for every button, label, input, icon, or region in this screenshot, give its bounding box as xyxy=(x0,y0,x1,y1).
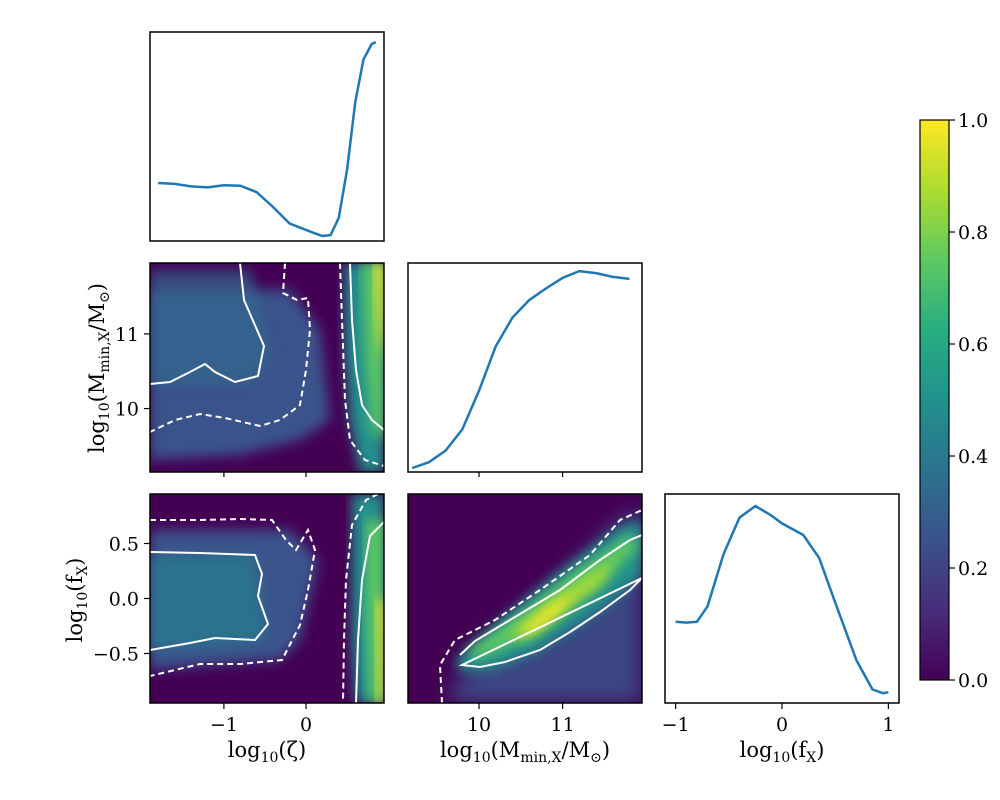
x-tick-label-fx: 1 xyxy=(882,714,894,736)
x-tick-label-fx: 0 xyxy=(776,714,788,736)
marginal-panel-fx xyxy=(664,493,900,704)
panel-frame xyxy=(149,262,385,473)
marginal-panel-mmin xyxy=(407,262,643,473)
ylabel-fx: log10(fX) xyxy=(63,558,91,643)
axis-ticks: −1 0 10 11 −1 0 1 10 11 −0.5 0.0 0.5 xyxy=(93,324,895,736)
y-tick-label-mmin: 10 xyxy=(115,399,139,421)
colorbar-ticks: 0.0 0.2 0.4 0.6 0.8 1.0 xyxy=(949,110,988,692)
xlabel-mmin: log10(Mmin,X/M⊙) xyxy=(440,738,610,766)
y-tick-label-fx: 0.5 xyxy=(109,534,139,556)
x-tick-label-zeta: −1 xyxy=(210,714,238,736)
colorbar-tick-label: 1.0 xyxy=(958,110,988,132)
x-tick-label-mmin: 10 xyxy=(467,714,491,736)
joint-panel-zeta-fx xyxy=(149,493,385,704)
panel-frame xyxy=(149,31,385,242)
colorbar-tick-label: 0.8 xyxy=(958,222,988,244)
y-tick-label-fx: −0.5 xyxy=(93,644,139,666)
xlabel-zeta: log10(ζ) xyxy=(228,738,306,766)
joint-panel-mmin-fx xyxy=(407,493,643,704)
colorbar: 0.0 0.2 0.4 0.6 0.8 1.0 xyxy=(919,110,988,692)
x-tick-label-mmin: 11 xyxy=(551,714,575,736)
ylabel-mmin: log10(Mmin,X/M⊙) xyxy=(85,283,113,453)
marginal-curve-zeta xyxy=(158,40,377,238)
colorbar-tick-label: 0.2 xyxy=(958,558,988,580)
marginal-curve-mmin xyxy=(411,269,630,470)
y-tick-label-mmin: 11 xyxy=(115,324,139,346)
xlabel-fx: log10(fX) xyxy=(740,738,825,766)
colorbar-tick-label: 0.4 xyxy=(958,446,988,468)
x-tick-label-fx: −1 xyxy=(662,714,690,736)
panel-frame xyxy=(407,493,643,704)
colorbar-tick-label: 0.6 xyxy=(958,334,988,356)
joint-panel-zeta-mmin xyxy=(149,262,385,473)
colorbar-gradient xyxy=(919,119,950,681)
panel-frame xyxy=(407,262,643,473)
y-tick-label-fx: 0.0 xyxy=(109,589,139,611)
x-tick-label-zeta: 0 xyxy=(300,714,312,736)
marginal-panel-zeta xyxy=(149,31,385,242)
marginal-curve-fx xyxy=(675,504,889,695)
colorbar-tick-label: 0.0 xyxy=(958,670,988,692)
